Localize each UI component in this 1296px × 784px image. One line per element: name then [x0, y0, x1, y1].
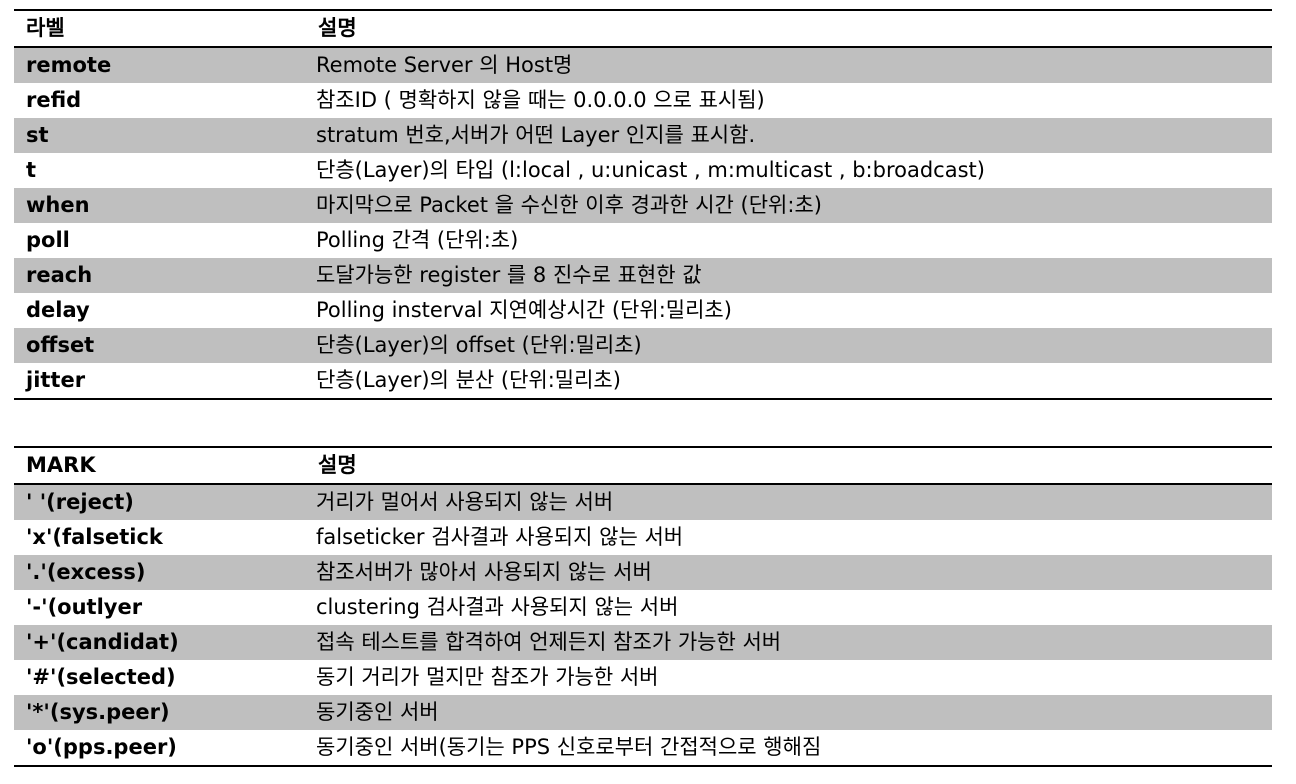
row-description: 도달가능한 register 를 8 진수로 표현한 값 [306, 258, 1272, 293]
table-row: offset 단층(Layer)의 offset (단위:밀리초) [14, 328, 1272, 363]
table-row: 'x'(falsetick falseticker 검사결과 사용되지 않는 서… [14, 520, 1272, 555]
row-mark: '+'(candidat) [14, 625, 306, 660]
labels-table: 라벨 설명 remote Remote Server 의 Host명 refid… [14, 9, 1272, 400]
row-label: remote [14, 47, 306, 83]
table-row: refid 참조ID ( 명확하지 않을 때는 0.0.0.0 으로 표시됨) [14, 83, 1272, 118]
row-mark: 'x'(falsetick [26, 525, 163, 549]
table-row: '*'(sys.peer) 동기중인 서버 [14, 695, 1272, 730]
row-mark: 'o'(pps.peer) [26, 735, 177, 759]
row-label: t [26, 158, 37, 182]
row-description: 동기 거리가 멀지만 참조가 가능한 서버 [316, 665, 659, 689]
row-mark: '.'(excess) [14, 555, 306, 590]
table-row: when 마지막으로 Packet 을 수신한 이후 경과한 시간 (단위:초) [14, 188, 1272, 223]
row-description: falseticker 검사결과 사용되지 않는 서버 [316, 525, 684, 549]
row-description: clustering 검사결과 사용되지 않는 서버 [316, 595, 679, 619]
table-row: '+'(candidat) 접속 테스트를 합격하여 언제든지 참조가 가능한 … [14, 625, 1272, 660]
marks-header-row: MARK 설명 [14, 447, 1272, 484]
row-description: stratum 번호,서버가 어떤 Layer 인지를 표시함. [306, 118, 1272, 153]
marks-table: MARK 설명 ' '(reject) 거리가 멀어서 사용되지 않는 서버 '… [14, 446, 1272, 767]
table-row: t 단층(Layer)의 타입 (l:local , u:unicast , m… [14, 153, 1272, 188]
marks-header-mark: MARK [14, 447, 306, 484]
labels-header-label: 라벨 [14, 10, 306, 47]
labels-header-description: 설명 [306, 10, 1272, 47]
table-row: reach 도달가능한 register 를 8 진수로 표현한 값 [14, 258, 1272, 293]
table-row: st stratum 번호,서버가 어떤 Layer 인지를 표시함. [14, 118, 1272, 153]
row-mark: '#'(selected) [26, 665, 176, 689]
row-label: delay [26, 298, 90, 322]
row-label: st [14, 118, 306, 153]
row-label: reach [14, 258, 306, 293]
row-description: 접속 테스트를 합격하여 언제든지 참조가 가능한 서버 [306, 625, 1272, 660]
row-description: 참조ID ( 명확하지 않을 때는 0.0.0.0 으로 표시됨) [316, 88, 765, 112]
marks-header-description: 설명 [306, 447, 1272, 484]
row-description: 마지막으로 Packet 을 수신한 이후 경과한 시간 (단위:초) [306, 188, 1272, 223]
row-description: Remote Server 의 Host명 [306, 47, 1272, 83]
row-label: refid [26, 88, 82, 112]
table-row: ' '(reject) 거리가 멀어서 사용되지 않는 서버 [14, 484, 1272, 520]
row-description: Polling insterval 지연예상시간 (단위:밀리초) [316, 298, 732, 322]
row-description: 거리가 멀어서 사용되지 않는 서버 [306, 484, 1272, 520]
table-row: '-'(outlyer clustering 검사결과 사용되지 않는 서버 [14, 590, 1272, 625]
labels-header-row: 라벨 설명 [14, 10, 1272, 47]
row-description: 동기중인 서버 [306, 695, 1272, 730]
row-description: 참조서버가 많아서 사용되지 않는 서버 [306, 555, 1272, 590]
row-description: 단층(Layer)의 타입 (l:local , u:unicast , m:m… [316, 158, 985, 182]
table-row: delay Polling insterval 지연예상시간 (단위:밀리초) [14, 293, 1272, 328]
table-row: 'o'(pps.peer) 동기중인 서버(동기는 PPS 신호로부터 간접적으… [14, 730, 1272, 766]
row-description: Polling 간격 (단위:초) [316, 228, 519, 252]
row-mark: '*'(sys.peer) [14, 695, 306, 730]
table-row: '#'(selected) 동기 거리가 멀지만 참조가 가능한 서버 [14, 660, 1272, 695]
row-description: 동기중인 서버(동기는 PPS 신호로부터 간접적으로 행해짐 [316, 735, 822, 759]
table-row: poll Polling 간격 (단위:초) [14, 223, 1272, 258]
table-row: '.'(excess) 참조서버가 많아서 사용되지 않는 서버 [14, 555, 1272, 590]
table-row: remote Remote Server 의 Host명 [14, 47, 1272, 83]
row-mark: ' '(reject) [14, 484, 306, 520]
row-label: when [14, 188, 306, 223]
row-label: jitter [26, 368, 86, 392]
row-label: poll [26, 228, 70, 252]
row-description: 단층(Layer)의 offset (단위:밀리초) [306, 328, 1272, 363]
row-label: offset [14, 328, 306, 363]
row-description: 단층(Layer)의 분산 (단위:밀리초) [316, 368, 621, 392]
table-row: jitter 단층(Layer)의 분산 (단위:밀리초) [14, 363, 1272, 399]
row-mark: '-'(outlyer [26, 595, 143, 619]
